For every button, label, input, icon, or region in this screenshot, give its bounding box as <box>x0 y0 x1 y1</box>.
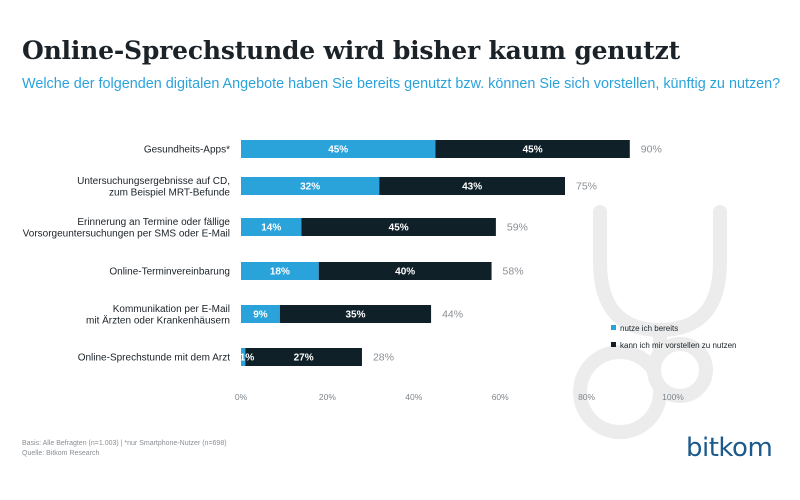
total-label: 58% <box>503 266 524 278</box>
data-label: 45% <box>328 145 348 156</box>
bar-imagine <box>279 305 432 323</box>
data-label: 9% <box>253 310 268 321</box>
data-label: 45% <box>523 145 543 156</box>
x-tick-label: 20% <box>319 392 336 402</box>
x-tick-label: 60% <box>492 392 509 402</box>
data-label: 27% <box>294 353 314 364</box>
category-label: Gesundheits-Apps* <box>144 145 230 156</box>
category-label: zum Beispiel MRT-Befunde <box>109 187 230 198</box>
total-label: 44% <box>442 309 463 321</box>
legend-swatch <box>611 325 616 330</box>
data-label: 40% <box>395 267 415 278</box>
footer-notes: Basis: Alle Befragten (n=1.003) | *nur S… <box>22 439 227 459</box>
bar-imagine <box>301 218 496 236</box>
category-label: Untersuchungsergebnisse auf CD, <box>77 176 230 187</box>
bar-used <box>241 305 280 323</box>
legend-swatch <box>611 342 616 347</box>
category-label: Erinnerung an Termine oder fällige <box>77 217 230 228</box>
bar-imagine <box>245 348 362 366</box>
data-label: 32% <box>300 182 320 193</box>
bar-imagine <box>379 177 565 195</box>
data-label: 18% <box>270 267 290 278</box>
x-tick-label: 0% <box>235 392 248 402</box>
category-label: Online-Terminvereinbarung <box>109 267 230 278</box>
bar-used <box>241 262 319 280</box>
category-label: Online-Sprechstunde mit dem Arzt <box>78 353 231 364</box>
category-label: Kommunikation per E-Mail <box>113 304 230 315</box>
bar-used <box>241 177 380 195</box>
footnote-basis: Basis: Alle Befragten (n=1.003) | *nur S… <box>22 440 227 447</box>
chart-subtitle: Welche der folgenden digitalen Angebote … <box>22 76 781 92</box>
data-label: 14% <box>261 223 281 234</box>
footnote-source: Quelle: Bitkom Research <box>22 450 100 457</box>
bitkom-logo: bitkom <box>686 433 773 463</box>
total-label: 75% <box>576 181 597 193</box>
data-label: 45% <box>389 223 409 234</box>
chart-title: Online-Sprechstunde wird bisher kaum gen… <box>22 36 680 65</box>
bar-used <box>241 140 436 158</box>
data-label: 1% <box>240 353 255 364</box>
category-label: Vorsorgeuntersuchungen per SMS oder E-Ma… <box>23 228 230 239</box>
bar-used <box>241 348 246 366</box>
total-label: 28% <box>373 352 394 364</box>
legend-label: kann ich mir vorstellen zu nutzen <box>620 341 737 350</box>
bar-used <box>241 218 302 236</box>
total-label: 90% <box>641 144 662 156</box>
total-label: 59% <box>507 222 528 234</box>
category-label: mit Ärzten oder Krankenhäusern <box>86 314 230 326</box>
x-tick-label: 100% <box>662 392 684 402</box>
data-label: 43% <box>462 182 482 193</box>
x-tick-label: 80% <box>578 392 595 402</box>
bar-imagine <box>318 262 492 280</box>
bar-imagine <box>435 140 630 158</box>
legend-label: nutze ich bereits <box>620 324 678 333</box>
x-tick-label: 40% <box>405 392 422 402</box>
data-label: 35% <box>345 310 365 321</box>
stethoscope-icon <box>573 205 727 439</box>
